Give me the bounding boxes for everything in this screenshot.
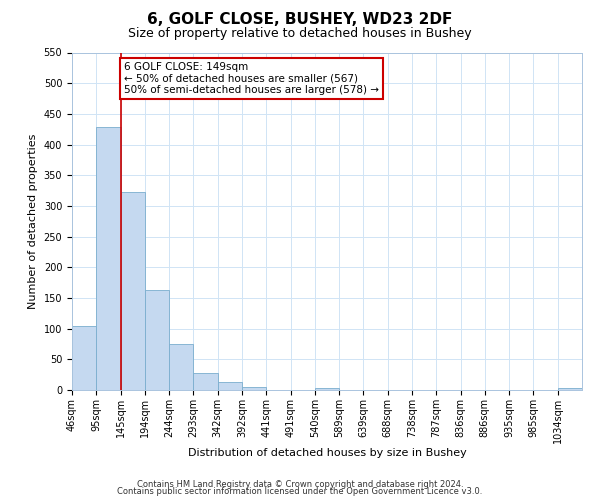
Bar [315, 388, 339, 390]
Bar [193, 374, 218, 390]
Bar [121, 192, 145, 390]
Bar [72, 326, 96, 390]
Y-axis label: Number of detached properties: Number of detached properties [28, 134, 38, 309]
Bar [96, 128, 121, 390]
Bar [218, 382, 242, 390]
X-axis label: Distribution of detached houses by size in Bushey: Distribution of detached houses by size … [188, 448, 466, 458]
Bar [169, 344, 193, 390]
Text: Contains public sector information licensed under the Open Government Licence v3: Contains public sector information licen… [118, 488, 482, 496]
Text: Size of property relative to detached houses in Bushey: Size of property relative to detached ho… [128, 28, 472, 40]
Bar [242, 387, 266, 390]
Text: Contains HM Land Registry data © Crown copyright and database right 2024.: Contains HM Land Registry data © Crown c… [137, 480, 463, 489]
Text: 6, GOLF CLOSE, BUSHEY, WD23 2DF: 6, GOLF CLOSE, BUSHEY, WD23 2DF [148, 12, 452, 28]
Text: 6 GOLF CLOSE: 149sqm
← 50% of detached houses are smaller (567)
50% of semi-deta: 6 GOLF CLOSE: 149sqm ← 50% of detached h… [124, 62, 379, 95]
Bar [558, 388, 582, 390]
Bar [145, 290, 169, 390]
